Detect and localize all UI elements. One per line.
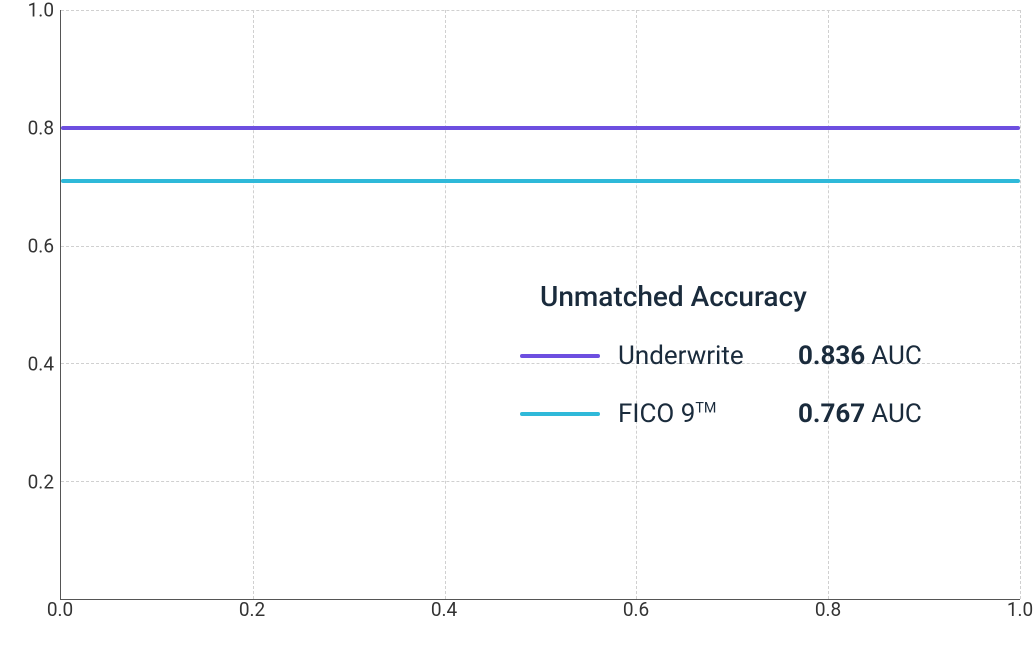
legend-suffix: AUC <box>871 341 922 371</box>
y-tick-label: 1.0 <box>28 0 54 22</box>
x-tick-label: 1.0 <box>1007 598 1033 621</box>
legend-title: Unmatched Accuracy <box>540 280 1036 313</box>
x-tick-label: 0.4 <box>431 598 457 621</box>
legend-row: FICO 9TM0.767 AUC <box>520 399 1036 429</box>
y-tick-label: 0.6 <box>28 235 54 258</box>
y-tick-label: 0.8 <box>28 117 54 140</box>
legend-value: 0.767 <box>798 399 865 429</box>
chart-container: Unmatched Accuracy Underwrite0.836 AUCFI… <box>60 10 1020 600</box>
legend-swatch <box>520 412 600 416</box>
x-tick-label: 0.2 <box>239 598 265 621</box>
gridline-v <box>253 10 254 599</box>
legend-label: Underwrite <box>618 341 798 371</box>
legend-box: Unmatched Accuracy Underwrite0.836 AUCFI… <box>520 280 1036 457</box>
legend-swatch <box>520 354 600 358</box>
series-line <box>61 126 1020 130</box>
legend-label: FICO 9TM <box>618 399 798 429</box>
legend-suffix: AUC <box>871 399 922 429</box>
gridline-h <box>61 10 1020 11</box>
y-tick-label: 0.2 <box>28 471 54 494</box>
legend-row: Underwrite0.836 AUC <box>520 341 1036 371</box>
gridline-v <box>445 10 446 599</box>
legend-value: 0.836 <box>798 341 865 371</box>
gridline-h <box>61 246 1020 247</box>
x-tick-label: 0.6 <box>623 598 649 621</box>
x-tick-label: 0.8 <box>815 598 841 621</box>
y-tick-label: 0.4 <box>28 353 54 376</box>
x-tick-label: 0.0 <box>47 598 73 621</box>
gridline-h <box>61 481 1020 482</box>
series-line <box>61 179 1020 183</box>
